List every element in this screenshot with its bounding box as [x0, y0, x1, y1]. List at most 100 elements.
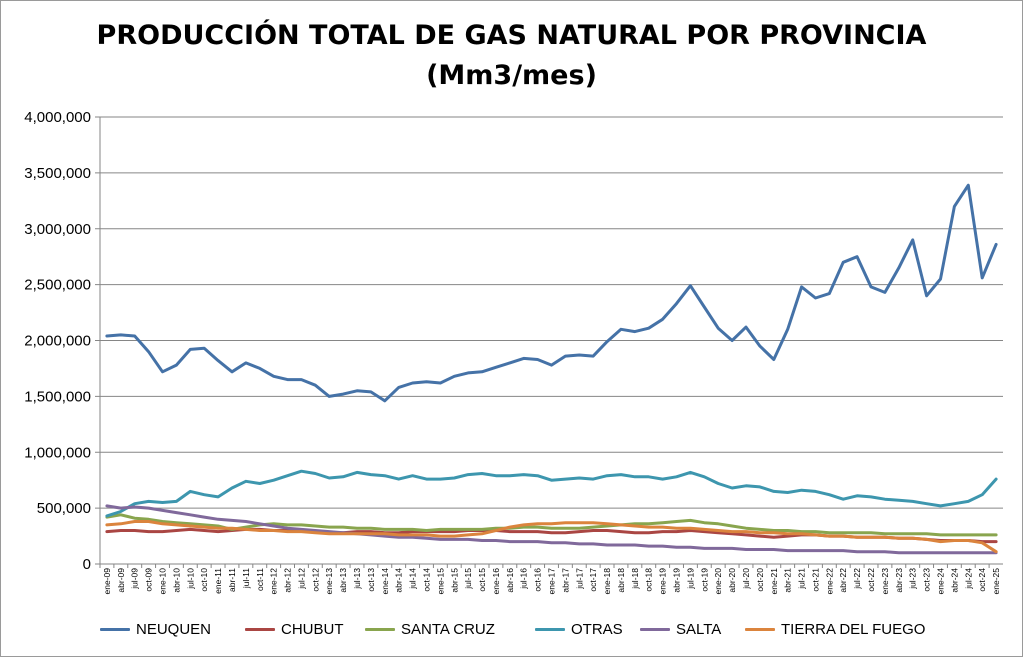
x-tick-label: oct-20	[755, 568, 765, 592]
y-tick-label: 1,500,000	[24, 388, 91, 405]
x-tick-label: oct-09	[144, 568, 154, 592]
x-tick-label: abr-17	[560, 568, 570, 593]
x-tick-label: jul-10	[185, 568, 195, 590]
legend-label: SANTA CRUZ	[401, 620, 495, 638]
x-tick-label: jul-17	[574, 568, 584, 590]
x-tick-label: ene-16	[491, 568, 501, 595]
chart-subtitle: (Mm3/mes)	[426, 60, 597, 91]
x-tick-label: ene-15	[435, 568, 445, 595]
x-tick-label: ene-12	[269, 568, 279, 595]
x-tick-label: oct-10	[199, 568, 209, 592]
x-tick-label: jul-18	[630, 568, 640, 590]
y-tick-label: 3,000,000	[24, 221, 91, 238]
legend-item-chubut: CHUBUT	[245, 617, 344, 641]
x-tick-label: ene-21	[769, 568, 779, 595]
x-tick-label: jul-23	[908, 568, 918, 590]
x-tick-label: jul-16	[519, 568, 529, 590]
x-tick-label: oct-24	[977, 568, 987, 592]
x-tick-label: jul-22	[852, 568, 862, 590]
x-tick-label: ene-20	[713, 568, 723, 595]
x-tick-label: abr-18	[616, 568, 626, 593]
x-tick-label: oct-23	[922, 568, 932, 592]
y-tick-label: 500,000	[37, 500, 91, 517]
x-tick-label: oct-17	[588, 568, 598, 592]
x-tick-label: ene-23	[880, 568, 890, 595]
x-tick-label: abr-15	[449, 568, 459, 593]
x-tick-label: abr-22	[838, 568, 848, 593]
x-tick-label: jul-11	[241, 568, 251, 589]
x-tick-label: ene-10	[158, 568, 168, 595]
x-tick-label: oct-21	[810, 568, 820, 592]
y-tick-label: 2,500,000	[24, 277, 91, 294]
series-line-otras	[105, 469, 998, 518]
x-tick-label: oct-14	[421, 568, 431, 592]
x-tick-label: ene-19	[658, 568, 668, 595]
x-tick-label: ene-22	[824, 568, 834, 595]
chart-title: PRODUCCIÓN TOTAL DE GAS NATURAL POR PROV…	[96, 20, 927, 51]
x-tick-label: abr-13	[338, 568, 348, 593]
series-lines	[105, 183, 998, 555]
x-tick-label: ene-11	[213, 568, 223, 594]
x-tick-label: oct-16	[533, 568, 543, 592]
x-tick-label: ene-14	[380, 568, 390, 595]
x-tick-label: abr-14	[394, 568, 404, 593]
series-line-salta	[105, 504, 998, 555]
x-tick-label: oct-22	[866, 568, 876, 592]
x-tick-label: jul-14	[408, 568, 418, 590]
x-tick-label: oct-11	[255, 568, 265, 591]
x-tick-label: ene-25	[991, 568, 1001, 595]
x-tick-label: oct-15	[477, 568, 487, 592]
legend-item-neuquen: NEUQUEN	[100, 617, 211, 641]
x-tick-label: ene-13	[324, 568, 334, 595]
x-tick-label: abr-09	[116, 568, 126, 593]
x-tick-label: abr-11	[227, 568, 237, 592]
gridlines	[100, 116, 1003, 509]
legend-label: SALTA	[676, 620, 722, 638]
y-tick-label: 1,000,000	[24, 444, 91, 461]
y-tick-label: 4,000,000	[24, 109, 91, 126]
x-tick-label: ene-24	[935, 568, 945, 595]
legend-swatch	[365, 627, 395, 631]
x-tick-label: jul-09	[130, 568, 140, 590]
x-tick-label: abr-10	[171, 568, 181, 593]
x-axis-ticks: ene-09 abr-09 jul-09 oct-09 ene-10 abr-10 jul-…	[99, 564, 1001, 595]
legend: NEUQUEN CHUBUT SANTA CRUZ OTRAS SALTA TIERRA …	[0, 617, 1023, 641]
x-tick-label: jul-13	[352, 568, 362, 590]
x-tick-label: oct-12	[310, 568, 320, 592]
x-tick-label: jul-20	[741, 568, 751, 590]
legend-label: CHUBUT	[281, 620, 344, 638]
x-tick-label: oct-13	[366, 568, 376, 592]
x-tick-label: abr-12	[283, 568, 293, 593]
x-tick-label: abr-21	[783, 568, 793, 593]
legend-swatch	[640, 627, 670, 631]
legend-item-tierra-del-fuego: TIERRA DEL FUEGO	[745, 617, 925, 641]
legend-item-otras: OTRAS	[535, 617, 623, 641]
legend-swatch	[245, 627, 275, 631]
y-tick-label: 0	[83, 556, 91, 573]
series-line-neuquen	[105, 183, 998, 403]
y-tick-label: 2,000,000	[24, 333, 91, 350]
legend-label: TIERRA DEL FUEGO	[781, 620, 926, 638]
x-tick-label: abr-24	[949, 568, 959, 593]
x-tick-label: jul-15	[463, 568, 473, 590]
x-tick-label: jul-12	[296, 568, 306, 590]
legend-label: NEUQUEN	[136, 620, 212, 638]
y-axis-ticks: 0 500,000 1,000,000 1,500,000 2,000,000 2,500…	[24, 109, 100, 573]
x-tick-label: abr-19	[672, 568, 682, 593]
y-tick-label: 3,500,000	[24, 165, 91, 182]
x-tick-label: ene-09	[102, 568, 112, 595]
x-tick-label: jul-24	[963, 568, 973, 590]
x-tick-label: jul-21	[797, 568, 807, 590]
x-tick-label: ene-18	[602, 568, 612, 595]
x-tick-label: oct-19	[699, 568, 709, 592]
legend-item-santa-cruz: SANTA CRUZ	[365, 617, 495, 641]
legend-item-salta: SALTA	[640, 617, 721, 641]
x-tick-label: abr-23	[894, 568, 904, 593]
x-tick-label: ene-17	[547, 568, 557, 595]
x-tick-label: abr-16	[505, 568, 515, 593]
legend-swatch	[745, 627, 775, 631]
series-line-tierra-del-fuego	[105, 520, 998, 554]
series-line-santa-cruz	[105, 513, 998, 537]
